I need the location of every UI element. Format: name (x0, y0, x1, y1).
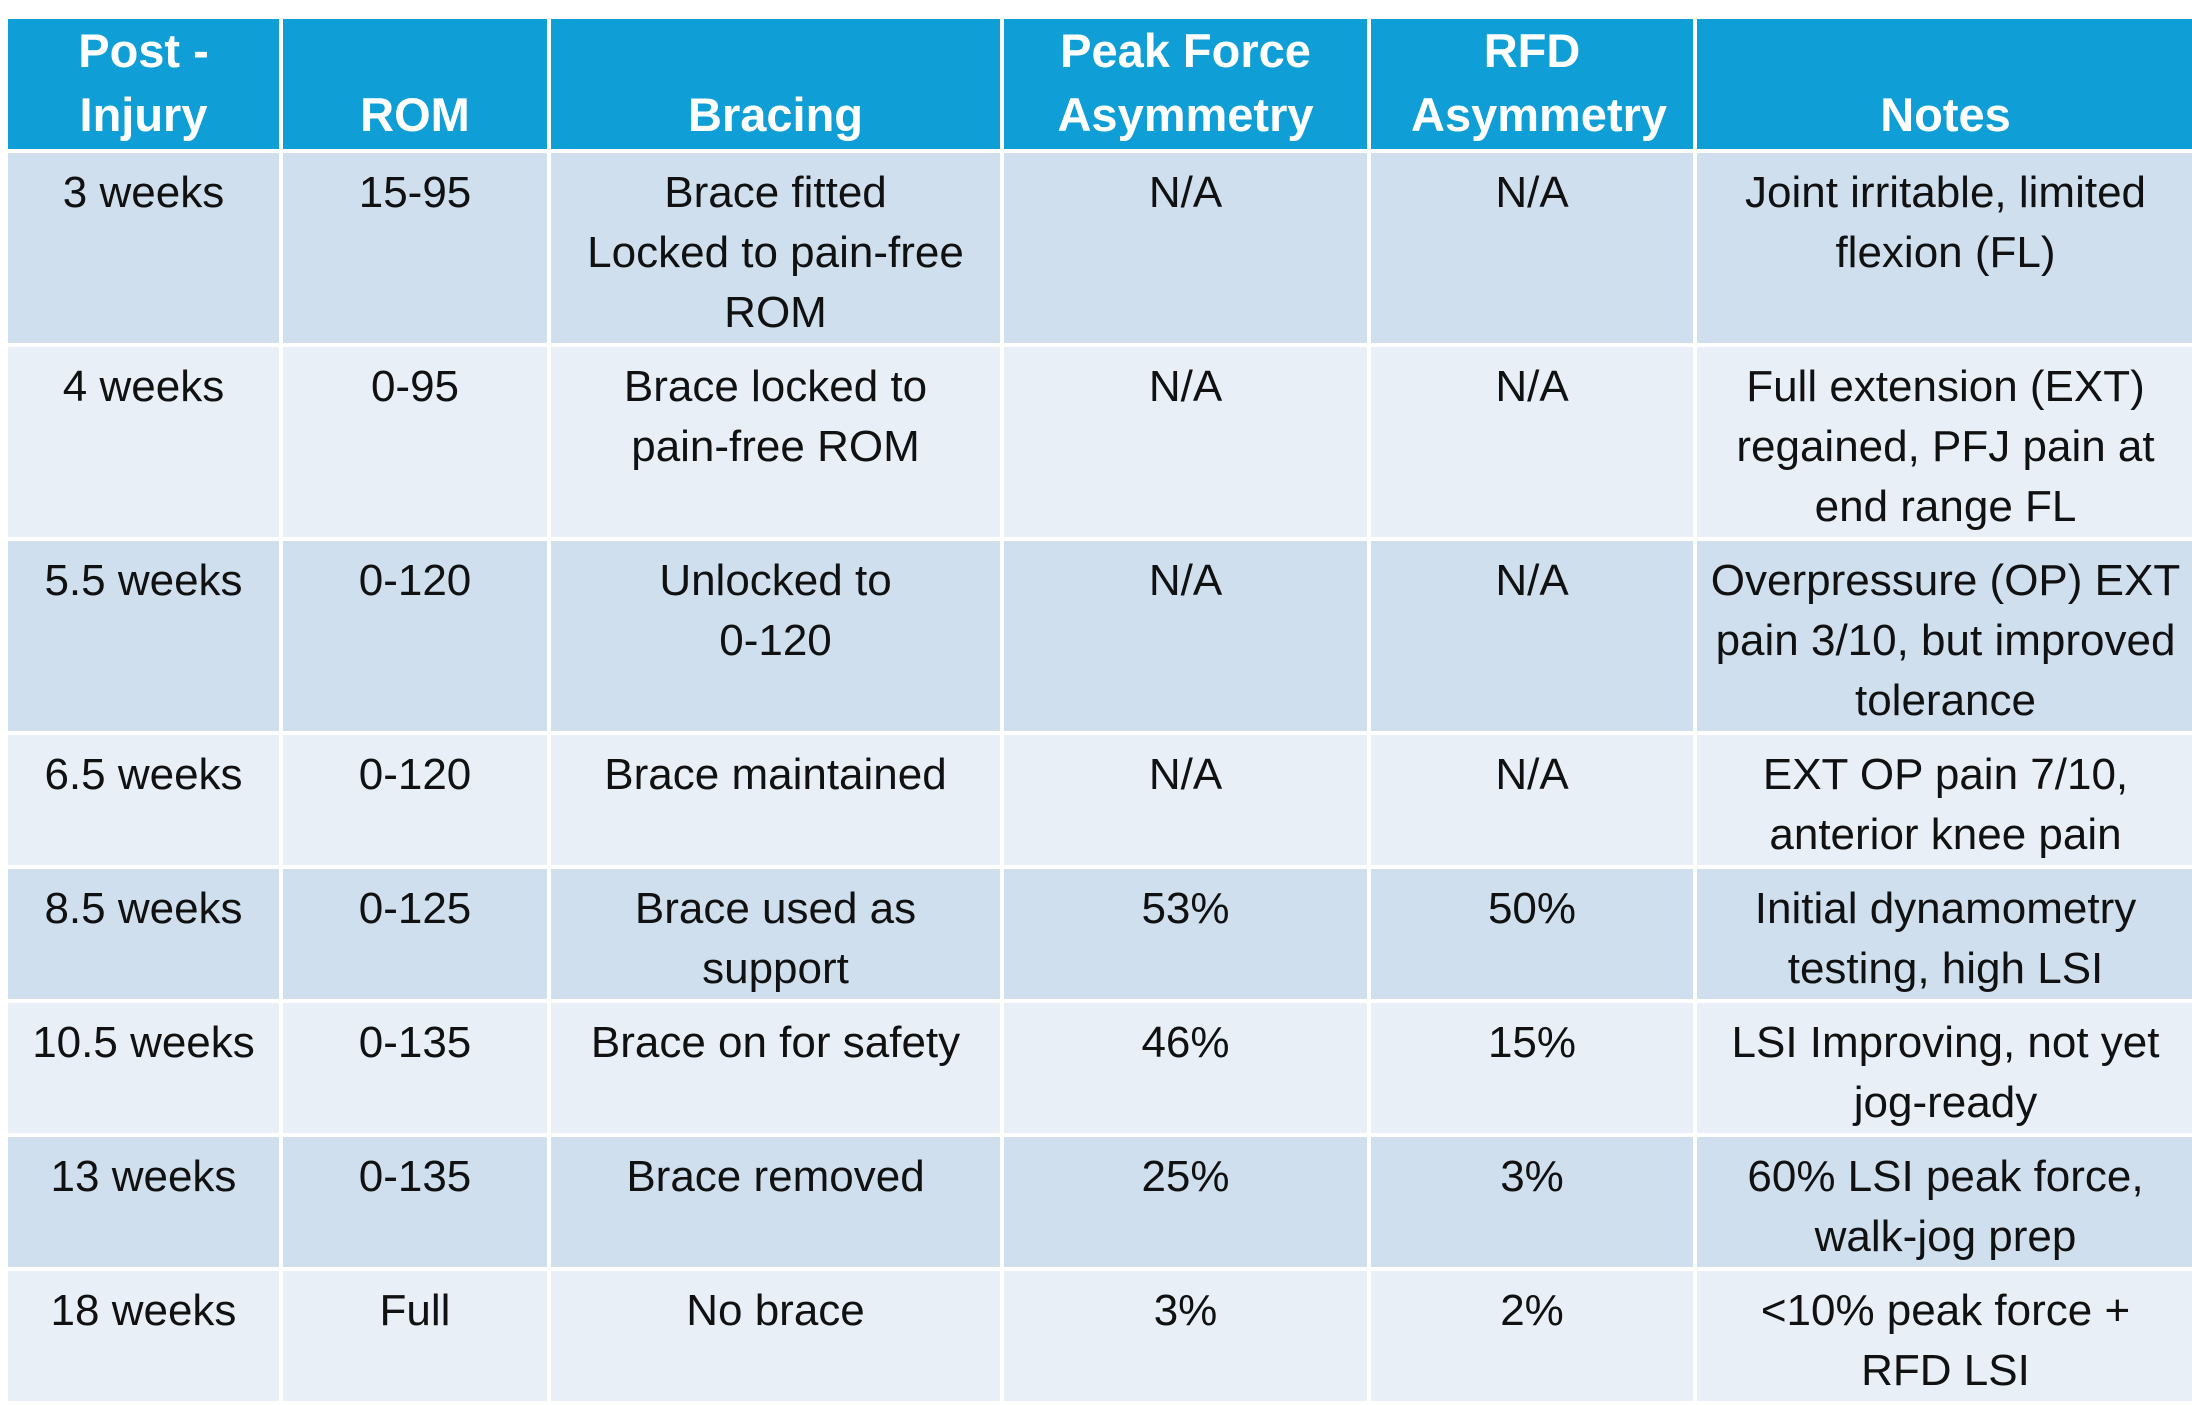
cell-peak-force-asymmetry: 25% (1004, 1137, 1367, 1267)
bracing-line: Brace used as support (634, 884, 917, 993)
header-row: Post - Injury ROM Bracing Peak Force Asy… (8, 19, 2192, 149)
cell-notes: Full extension (EXT) regained, PFJ pain … (1697, 347, 2192, 537)
header-rfd-asymmetry: RFD Asymmetry (1371, 19, 1693, 149)
cell-rom: 15-95 (283, 153, 547, 343)
cell-notes: LSI Improving, not yet jog-ready (1697, 1003, 2192, 1133)
cell-notes: Joint irritable, limited flexion (FL) (1697, 153, 2192, 343)
header-notes: Notes (1697, 19, 2192, 149)
table-row: 13 weeks 0-135 Brace removed 25% 3% 60% … (8, 1137, 2192, 1267)
header-rom: ROM (283, 19, 547, 149)
cell-rfd-asymmetry: 15% (1371, 1003, 1693, 1133)
table-row: 4 weeks 0-95 Brace locked to pain-free R… (8, 347, 2192, 537)
header-peak-force-asymmetry: Peak Force Asymmetry (1004, 19, 1367, 149)
bracing-line: Brace on for safety (590, 1018, 961, 1067)
cell-rfd-asymmetry: N/A (1371, 541, 1693, 731)
cell-peak-force-asymmetry: 53% (1004, 869, 1367, 999)
cell-rom: 0-120 (283, 735, 547, 865)
bracing-line: Locked to pain-free ROM (587, 228, 964, 337)
cell-peak-force-asymmetry: N/A (1004, 347, 1367, 537)
cell-notes: 60% LSI peak force, walk-jog prep (1697, 1137, 2192, 1267)
cell-post-injury: 4 weeks (8, 347, 279, 537)
cell-notes: Initial dynamometry testing, high LSI (1697, 869, 2192, 999)
cell-rfd-asymmetry: N/A (1371, 735, 1693, 865)
bracing-line: No brace (686, 1286, 865, 1335)
cell-post-injury: 10.5 weeks (8, 1003, 279, 1133)
header-bracing: Bracing (551, 19, 1000, 149)
cell-bracing: Brace locked to pain-free ROM (551, 347, 1000, 537)
cell-post-injury: 8.5 weeks (8, 869, 279, 999)
cell-bracing: Brace removed (551, 1137, 1000, 1267)
cell-rom: Full (283, 1271, 547, 1401)
cell-post-injury: 18 weeks (8, 1271, 279, 1401)
bracing-line: Unlocked to (659, 556, 892, 605)
bracing-line: Brace maintained (604, 750, 947, 799)
table-row: 10.5 weeks 0-135 Brace on for safety 46%… (8, 1003, 2192, 1133)
cell-post-injury: 5.5 weeks (8, 541, 279, 731)
cell-notes: Overpressure (OP) EXT pain 3/10, but imp… (1697, 541, 2192, 731)
cell-bracing: Brace used as support (551, 869, 1000, 999)
cell-rfd-asymmetry: N/A (1371, 347, 1693, 537)
cell-rom: 0-135 (283, 1003, 547, 1133)
cell-bracing: Brace fitted Locked to pain-free ROM (551, 153, 1000, 343)
cell-rfd-asymmetry: 2% (1371, 1271, 1693, 1401)
cell-rfd-asymmetry: 50% (1371, 869, 1693, 999)
cell-peak-force-asymmetry: 46% (1004, 1003, 1367, 1133)
cell-peak-force-asymmetry: N/A (1004, 153, 1367, 343)
cell-notes: <10% peak force + RFD LSI (1697, 1271, 2192, 1401)
cell-rom: 0-120 (283, 541, 547, 731)
cell-rom: 0-95 (283, 347, 547, 537)
cell-bracing: No brace (551, 1271, 1000, 1401)
cell-bracing: Brace maintained (551, 735, 1000, 865)
table-row: 18 weeks Full No brace 3% 2% <10% peak f… (8, 1271, 2192, 1401)
bracing-line: Brace fitted (664, 168, 887, 217)
cell-rom: 0-125 (283, 869, 547, 999)
bracing-line: Brace removed (626, 1152, 925, 1201)
cell-rfd-asymmetry: N/A (1371, 153, 1693, 343)
cell-peak-force-asymmetry: N/A (1004, 735, 1367, 865)
rehab-progress-table: Post - Injury ROM Bracing Peak Force Asy… (4, 15, 2192, 1405)
bracing-line: Brace locked to pain-free ROM (623, 362, 928, 471)
header-post-injury: Post - Injury (8, 19, 279, 149)
cell-post-injury: 6.5 weeks (8, 735, 279, 865)
cell-bracing: Brace on for safety (551, 1003, 1000, 1133)
cell-rom: 0-135 (283, 1137, 547, 1267)
cell-notes: EXT OP pain 7/10, anterior knee pain (1697, 735, 2192, 865)
table-row: 5.5 weeks 0-120 Unlocked to 0-120 N/A N/… (8, 541, 2192, 731)
bracing-line: 0-120 (719, 616, 832, 665)
cell-bracing: Unlocked to 0-120 (551, 541, 1000, 731)
cell-peak-force-asymmetry: 3% (1004, 1271, 1367, 1401)
table-row: 6.5 weeks 0-120 Brace maintained N/A N/A… (8, 735, 2192, 865)
cell-post-injury: 13 weeks (8, 1137, 279, 1267)
table-row: 8.5 weeks 0-125 Brace used as support 53… (8, 869, 2192, 999)
cell-post-injury: 3 weeks (8, 153, 279, 343)
cell-rfd-asymmetry: 3% (1371, 1137, 1693, 1267)
table-row: 3 weeks 15-95 Brace fitted Locked to pai… (8, 153, 2192, 343)
cell-peak-force-asymmetry: N/A (1004, 541, 1367, 731)
